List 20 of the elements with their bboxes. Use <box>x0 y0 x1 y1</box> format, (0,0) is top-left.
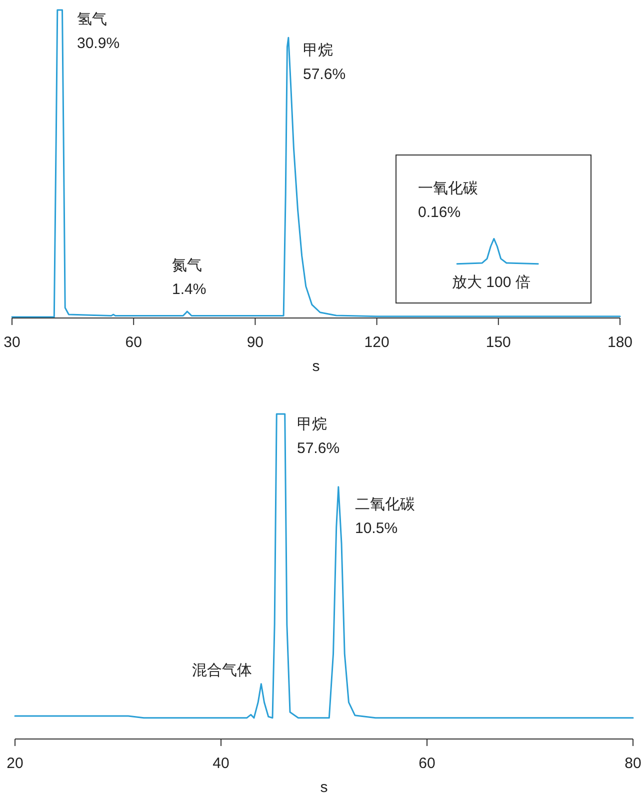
annotation: 甲烷 57.6% <box>297 416 340 457</box>
x-tick-label: 60 <box>418 755 436 772</box>
annotation: 放大 100 倍 <box>452 274 530 291</box>
annotation: 一氧化碳 0.16% <box>418 180 478 221</box>
annotation: 混合气体 <box>192 662 252 679</box>
x-tick-label: 60 <box>125 334 142 351</box>
x-tick-label: 90 <box>246 334 264 351</box>
x-tick-label: 120 <box>364 334 390 351</box>
x-axis-title: s <box>320 779 328 793</box>
x-tick-label: 20 <box>6 755 24 772</box>
annotation: 二氧化碳 10.5% <box>355 496 415 537</box>
x-tick-label: 40 <box>212 755 230 772</box>
x-axis-title: s <box>312 358 320 375</box>
annotation: 甲烷 57.6% <box>303 42 346 83</box>
annotation: 氮气 1.4% <box>172 257 206 298</box>
x-tick-label: 180 <box>607 334 633 351</box>
annotation: 氢气 30.9% <box>77 11 120 52</box>
x-tick-label: 80 <box>624 755 642 772</box>
x-tick-label: 30 <box>4 334 20 351</box>
x-tick-label: 150 <box>486 334 511 351</box>
